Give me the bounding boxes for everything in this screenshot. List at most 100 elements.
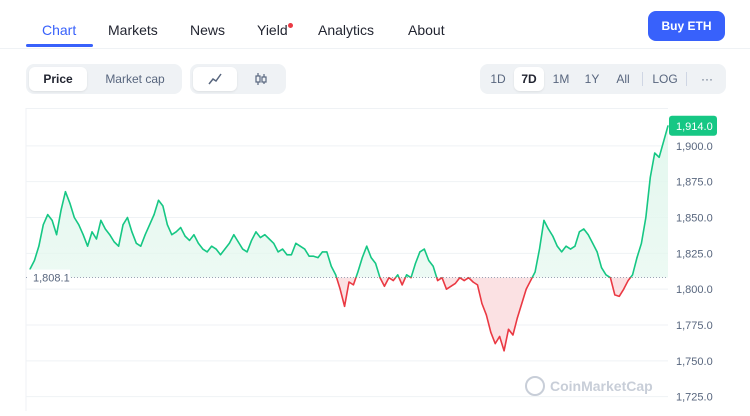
data-point [565,245,567,247]
tab-analytics[interactable]: Analytics [318,22,375,38]
range-1m[interactable]: 1M [552,72,570,86]
data-point [476,284,479,286]
data-point [206,251,208,253]
data-point [463,279,465,282]
data-point [437,279,439,282]
data-point [658,156,660,158]
log-scale-toggle[interactable]: LOG [652,72,678,86]
y-tick-label: 1,825.0 [676,248,713,260]
data-point [401,284,403,286]
range-7d[interactable]: 7D [514,67,544,91]
data-point [556,245,558,247]
data-point [100,219,102,221]
range-divider [642,72,643,86]
data-point [175,231,177,233]
range-all[interactable]: All [616,72,630,86]
tab-about[interactable]: About [408,22,445,38]
more-options-button[interactable]: ··· [701,72,713,86]
buy-eth-button[interactable]: Buy ETH [648,11,725,41]
data-point [605,274,607,276]
data-point [410,277,412,279]
data-point [623,288,625,290]
data-point [569,248,572,250]
range-toggle: 1D 7D 1M 1Y All LOG ··· [480,64,726,94]
range-1y[interactable]: 1Y [584,72,600,86]
price-chart[interactable]: CoinMarketCap 1,808.1 1,900.0 1,875.0 1,850.… [0,108,750,411]
data-point [317,257,319,259]
chart-style-toggle [190,64,286,94]
data-point [357,271,359,273]
data-point [503,350,505,352]
top-nav: Chart Markets News Yield Analytics About… [0,0,750,49]
current-price-tag-text: 1,914.0 [676,121,713,133]
data-point [277,251,279,253]
candlestick-button[interactable] [239,67,283,91]
data-point [330,265,332,267]
data-point [144,234,146,236]
y-tick-label: 1,800.0 [676,284,713,296]
data-point [228,242,230,244]
data-point [335,274,337,276]
data-point [55,234,58,236]
data-point [419,251,421,253]
data-point [326,251,328,253]
data-point [592,242,594,244]
data-point [215,248,217,250]
data-point [640,242,643,244]
line-chart-button[interactable] [193,67,237,91]
data-point [157,199,160,201]
data-point [428,259,430,262]
data-point [512,334,514,336]
data-point [95,238,98,240]
data-point [667,125,669,127]
range-1d[interactable]: 1D [490,72,506,86]
tab-markets[interactable]: Markets [108,22,158,38]
data-point [162,205,164,207]
price-toggle[interactable]: Price [29,67,87,91]
data-point [636,257,638,259]
tab-news[interactable]: News [190,22,226,38]
data-point [299,245,301,247]
data-point [538,248,541,250]
data-point [51,219,53,221]
current-price-tag: 1,914.0 [669,115,717,136]
active-tab-underline [26,44,93,47]
data-point [583,228,585,230]
data-point [290,254,293,256]
data-point [246,251,248,253]
data-point [392,279,394,282]
data-point [405,274,408,276]
tab-yield[interactable]: Yield [257,22,288,38]
watermark-logo-icon [525,376,545,396]
data-point [171,234,173,236]
market-cap-toggle[interactable]: Market cap [105,72,165,86]
data-point [654,152,656,154]
data-point [38,245,40,247]
data-point [321,251,324,253]
data-point [242,248,244,250]
data-point [627,279,629,282]
data-point [304,248,306,250]
data-point [379,277,381,279]
data-point [140,245,142,247]
data-point [490,331,492,333]
data-point [445,288,448,290]
data-point [188,239,191,242]
y-tick-label: 1,775.0 [676,320,713,332]
tab-chart[interactable]: Chart [42,22,77,38]
data-point [516,317,518,319]
data-point [73,216,75,219]
data-point [233,234,235,236]
y-tick-label: 1,850.0 [676,213,713,225]
data-point [273,242,275,244]
data-point [295,242,297,244]
data-point [552,235,554,237]
data-point [29,268,31,270]
data-point [42,224,44,226]
data-point [561,251,563,253]
data-point [264,234,266,236]
data-point [366,245,368,247]
baseline-label: 1,808.1 [28,269,70,286]
data-point [348,281,350,283]
area-fill-up [30,125,668,278]
